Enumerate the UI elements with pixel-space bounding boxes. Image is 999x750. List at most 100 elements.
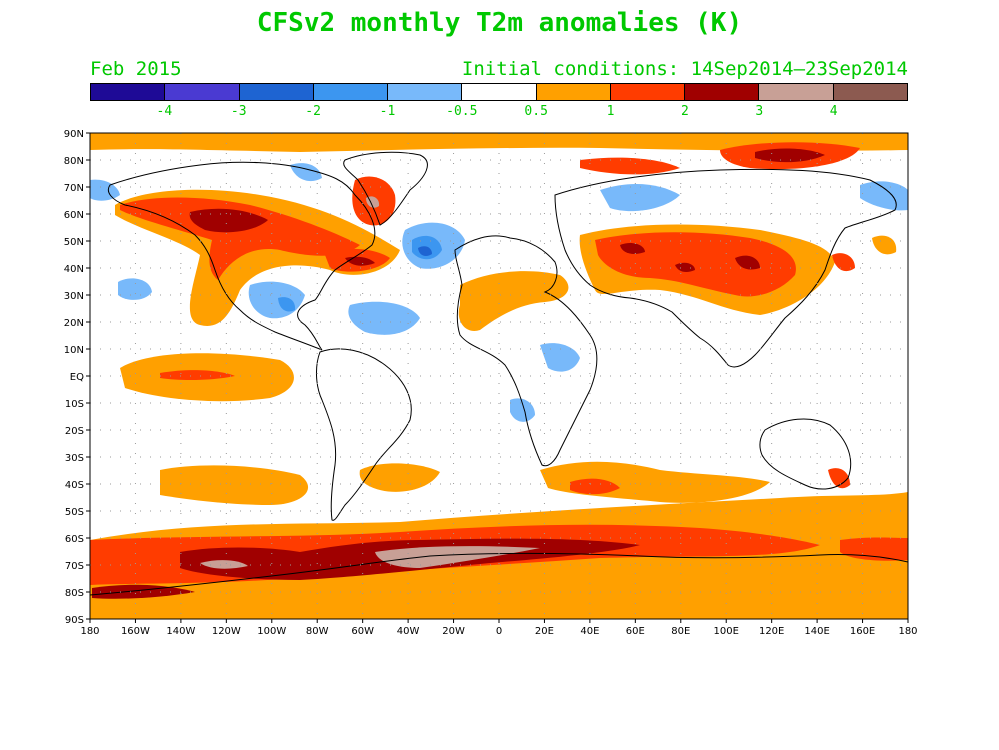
- lat-label: 90N: [64, 129, 84, 140]
- anomaly-region-na-darkred: [189, 208, 268, 233]
- lat-label: 20S: [65, 426, 84, 437]
- anomaly-region-eq-pacific-red: [160, 370, 235, 381]
- anomaly-region-nw-pacific: [872, 235, 897, 255]
- forecast-month: Feb 2015: [90, 58, 182, 80]
- anomaly-region-southern-max: [375, 546, 540, 568]
- colorbar-label: 1: [606, 104, 615, 119]
- lat-label: 20N: [64, 318, 84, 329]
- lat-label: EQ: [70, 372, 84, 383]
- anomaly-region-east-arctic-cold: [860, 181, 908, 211]
- anomaly-fields: [90, 133, 908, 619]
- colorbar-label: -4: [156, 104, 173, 119]
- coast-south-america: [316, 348, 412, 521]
- colorbar-swatch: [388, 84, 463, 100]
- colorbar-label: -1: [379, 104, 396, 119]
- lon-label: 20E: [535, 626, 554, 637]
- anomaly-region-s-pacific: [160, 465, 309, 505]
- colorbar-swatch: [685, 84, 760, 100]
- lat-label: 80S: [65, 588, 84, 599]
- anomaly-region-s-africa-cold: [510, 398, 535, 422]
- lon-label: 140W: [166, 626, 195, 637]
- anomaly-region-gulf-cold-core: [278, 297, 296, 312]
- lat-label: 30S: [65, 453, 84, 464]
- lon-label: 120W: [212, 626, 241, 637]
- anomaly-region-atlantic-cold-deep: [418, 246, 432, 256]
- coast-north-america: [107, 161, 376, 351]
- colorbar-swatch: [313, 84, 389, 100]
- lon-label: 20W: [442, 626, 465, 637]
- lon-label: 100W: [257, 626, 286, 637]
- anomaly-region-tropatl-cold: [348, 301, 420, 335]
- colorbar-swatch: [165, 84, 240, 100]
- lat-label: 10S: [65, 399, 84, 410]
- anomaly-region-s-atlantic: [359, 463, 440, 492]
- anomaly-region-southern-max-west: [200, 560, 248, 569]
- lon-label: 180: [80, 626, 99, 637]
- lat-label: 10N: [64, 345, 84, 356]
- lon-label: 60E: [626, 626, 645, 637]
- anomaly-region-arctic-orange: [90, 133, 908, 152]
- colorbar-swatch: [239, 84, 314, 100]
- lon-label: 160E: [850, 626, 875, 637]
- lon-label: 160W: [121, 626, 150, 637]
- anomaly-region-east-africa-cold: [540, 343, 580, 372]
- colorbar-label: 0.5: [524, 104, 548, 119]
- lon-label: 40E: [580, 626, 599, 637]
- lat-label: 70N: [64, 183, 84, 194]
- colorbar-labels: -4 -3 -2 -1 -0.5 0.5 1 2 3 4: [90, 104, 908, 120]
- coast-europe-africa: [454, 235, 598, 467]
- colorbar-label: -3: [230, 104, 247, 119]
- anomaly-region-west-siberia-cold: [600, 183, 680, 212]
- lat-label: 60N: [64, 210, 84, 221]
- lat-label: 60S: [65, 534, 84, 545]
- anomaly-region-kara: [580, 157, 680, 175]
- lat-label: 80N: [64, 156, 84, 167]
- lat-label: 50N: [64, 237, 84, 248]
- colorbar-swatch: [610, 84, 686, 100]
- lon-label: 120E: [759, 626, 784, 637]
- lon-axis: 180 160W 140W 120W 100W 80W 60W 40W 20W 0 20E 40E 60…: [80, 619, 918, 637]
- colorbar: [90, 83, 908, 101]
- anomaly-region-na-red: [120, 197, 360, 280]
- lat-label: 70S: [65, 561, 84, 572]
- anomaly-region-asia-dark-2: [735, 255, 760, 270]
- anomaly-region-darkred-farsouth: [92, 584, 195, 599]
- colorbar-swatch: [462, 84, 537, 100]
- anomaly-region-east-coast-dark: [345, 256, 375, 266]
- colorbar-label: -0.5: [446, 104, 478, 119]
- lat-axis: 90N 80N 70N 60N 50N 40N 30N 20N 10N EQ 10S 20S 30S 40…: [64, 129, 90, 626]
- lon-label: 100E: [714, 626, 739, 637]
- lat-label: 30N: [64, 291, 84, 302]
- colorbar-label: 4: [829, 104, 838, 119]
- coast-greenland: [343, 151, 428, 226]
- lon-label: 140E: [804, 626, 829, 637]
- lat-label: 40N: [64, 264, 84, 275]
- lon-label: 0: [496, 626, 502, 637]
- map-title: CFSv2 monthly T2m anomalies (K): [256, 8, 743, 38]
- colorbar-label: -2: [305, 104, 321, 119]
- anomaly-region-asia-red: [595, 232, 796, 297]
- lon-label: 180: [898, 626, 917, 637]
- anomaly-region-asia-dark-1: [620, 242, 645, 254]
- anomaly-region-arctic-siberia-dark: [755, 148, 825, 163]
- initial-conditions: Initial conditions: 14Sep2014–23Sep2014: [461, 58, 908, 80]
- graticule: [90, 133, 908, 619]
- lat-label: 50S: [65, 507, 84, 518]
- lon-label: 40W: [397, 626, 420, 637]
- anomaly-region-japan: [832, 253, 855, 272]
- lon-label: 80E: [671, 626, 690, 637]
- anomaly-region-australia-se: [828, 468, 850, 489]
- anomaly-region-npac-cold: [118, 278, 152, 300]
- lat-label: 40S: [65, 480, 84, 491]
- coastlines: [90, 151, 908, 596]
- colorbar-swatch: [759, 84, 834, 100]
- lat-label: 90S: [65, 615, 84, 626]
- anomaly-region-s-indian-red: [570, 478, 620, 495]
- anomaly-region-alaska-cold: [90, 179, 120, 201]
- coast-asia: [554, 168, 897, 368]
- colorbar-swatch: [91, 84, 166, 100]
- colorbar-swatch: [536, 84, 611, 100]
- coast-antarctica: [90, 552, 908, 596]
- anomaly-region-gulf-cold: [248, 281, 305, 319]
